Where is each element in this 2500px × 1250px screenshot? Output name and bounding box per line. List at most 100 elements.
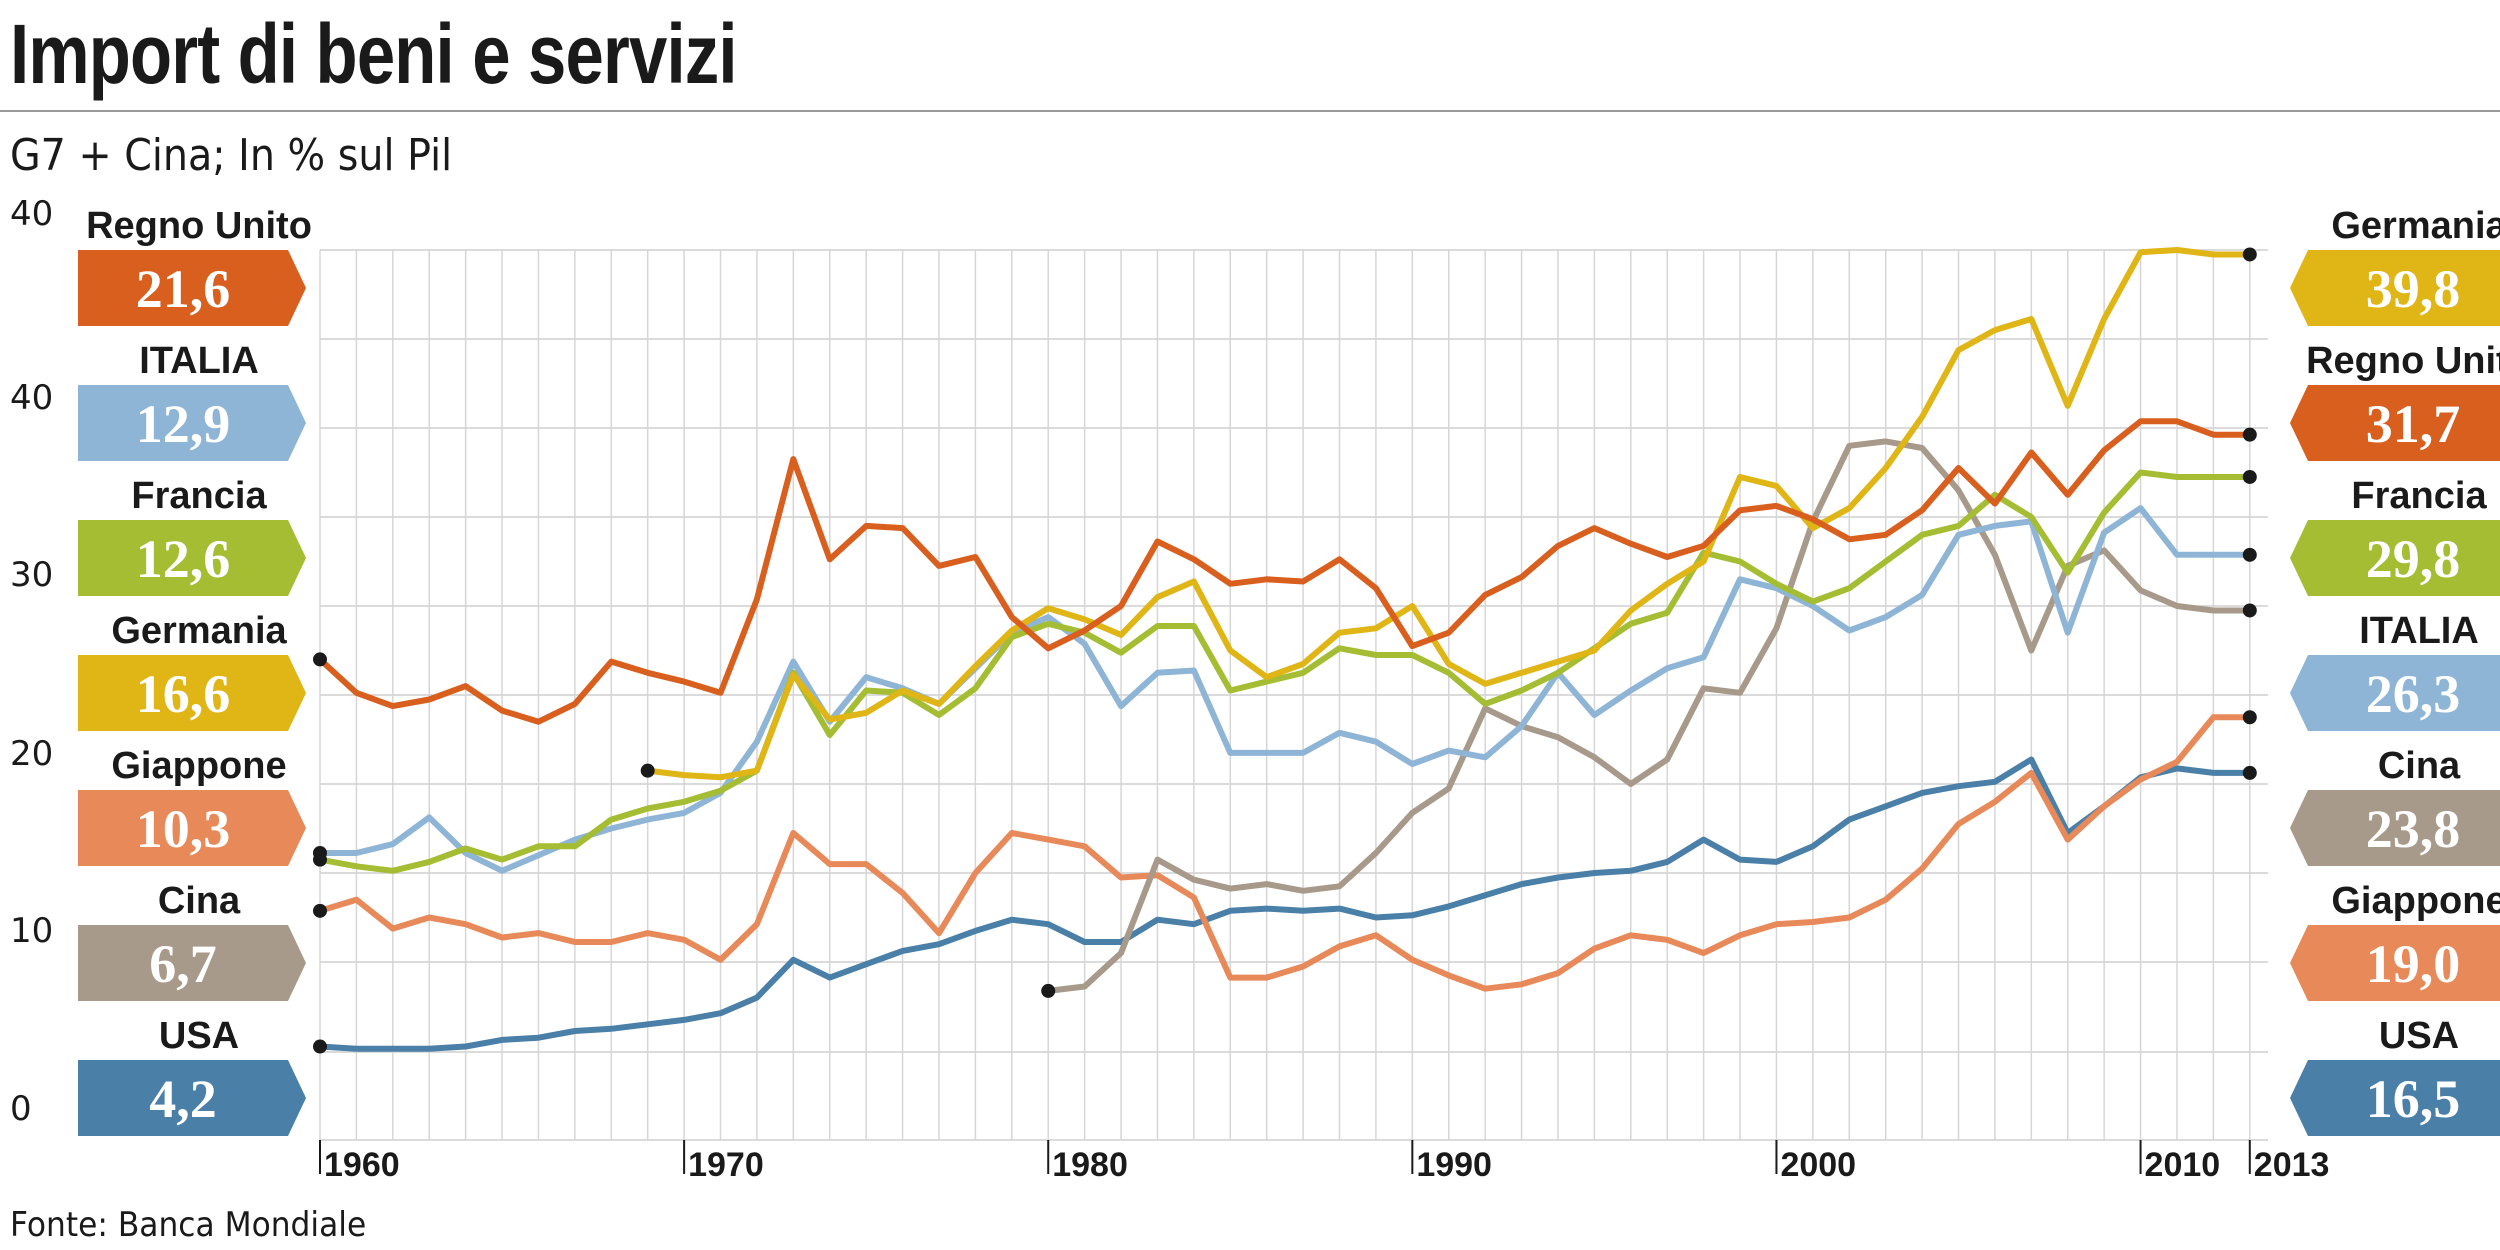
tag-series-name: Germania	[111, 610, 287, 652]
tag-series-name: Cina	[158, 880, 241, 922]
left-tag-regno-unito: Regno Unito 21,6	[78, 205, 312, 326]
tag-shape	[78, 655, 306, 731]
tag-shape	[2290, 655, 2500, 731]
series-line-regno-unito	[317, 418, 2253, 725]
left-tag-germania: Germania 16,6	[78, 610, 306, 731]
tag-shape	[78, 1060, 306, 1136]
tag-value: 12,6	[136, 529, 231, 589]
tag-series-name: USA	[159, 1015, 239, 1057]
page-title: Import di beni e servizi	[10, 7, 738, 101]
end-dot	[2242, 547, 2257, 562]
x-tick-label: 2000	[1780, 1146, 1856, 1184]
series-line-italia	[317, 505, 2253, 874]
end-dot	[2242, 710, 2257, 725]
tag-value: 39,8	[2366, 259, 2461, 319]
x-tick-label: 2010	[2145, 1146, 2221, 1184]
tag-value: 4,2	[149, 1069, 217, 1129]
right-tag-usa: USA 16,5	[2290, 1015, 2500, 1136]
left-tag-usa: USA 4,2	[78, 1015, 306, 1136]
tag-shape	[2290, 385, 2500, 461]
tag-shape	[2290, 1060, 2500, 1136]
end-dot	[2242, 247, 2257, 262]
tag-value: 6,7	[149, 934, 217, 994]
tag-shape	[2290, 790, 2500, 866]
start-dot	[313, 652, 327, 667]
tag-shape	[2290, 925, 2500, 1001]
x-tick-label: 2013	[2254, 1146, 2330, 1184]
series-line-giappone	[317, 714, 2253, 992]
tag-series-name: Francia	[131, 475, 267, 517]
right-tag-francia: Francia 29,8	[2290, 475, 2500, 596]
y-tick-label: 40	[10, 194, 53, 234]
tag-series-name: Regno Unito	[86, 205, 312, 247]
left-tag-italia: ITALIA 12,9	[78, 340, 306, 461]
tag-value: 29,8	[2366, 529, 2461, 589]
tag-series-name: Germania	[2331, 205, 2500, 247]
y-tick-label: 40	[10, 378, 53, 418]
tag-series-name: ITALIA	[139, 340, 259, 382]
tag-series-name: Francia	[2351, 475, 2487, 517]
start-dot	[640, 763, 655, 778]
tag-shape	[78, 925, 306, 1001]
y-tick-label: 0	[10, 1089, 32, 1129]
start-dot	[313, 903, 327, 918]
right-tag-cina: Cina 23,8	[2290, 745, 2500, 866]
left-tag-francia: Francia 12,6	[78, 475, 306, 596]
chart-grid	[319, 249, 2268, 1141]
x-tick-label: 1980	[1052, 1146, 1128, 1184]
y-tick-label: 30	[10, 555, 53, 595]
tag-value: 19,0	[2366, 934, 2461, 994]
tag-value: 16,5	[2366, 1069, 2461, 1129]
tag-series-name: Regno Unito	[2306, 340, 2500, 382]
tag-series-name: Giappone	[2331, 880, 2500, 922]
y-tick-label: 10	[10, 911, 53, 951]
source-note: Fonte: Banca Mondiale	[10, 1205, 367, 1245]
tag-shape	[78, 520, 306, 596]
tag-series-name: Cina	[2378, 745, 2461, 787]
right-tag-germania: Germania 39,8	[2290, 205, 2500, 326]
right-tag-italia: ITALIA 26,3	[2290, 610, 2500, 731]
right-value-tags: Germania 39,8 Regno Unito 31,7 Francia 29,8 IT…	[2290, 205, 2500, 1136]
left-value-tags: Regno Unito 21,6 ITALIA 12,9 Francia 12,6 Germ…	[78, 205, 312, 1136]
tag-value: 23,8	[2366, 799, 2461, 859]
title-divider	[0, 110, 2500, 112]
chart-axes: 0 10 20 30 40 40 1960 1970 1980 1990 2000 2010 2013	[10, 194, 2329, 1184]
tag-value: 26,3	[2366, 664, 2461, 724]
tag-value: 31,7	[2366, 394, 2461, 454]
tag-shape	[2290, 520, 2500, 596]
chart-series-lines	[317, 247, 2253, 1052]
left-tag-giappone: Giappone 10,3	[78, 745, 306, 866]
end-dot	[2242, 765, 2257, 780]
tag-value: 12,9	[136, 394, 231, 454]
right-tag-regno-unito: Regno Unito 31,7	[2290, 340, 2500, 461]
x-tick-label: 1990	[1416, 1146, 1492, 1184]
end-dot	[2242, 603, 2257, 618]
left-tag-cina: Cina 6,7	[78, 880, 306, 1001]
start-dot	[313, 1039, 327, 1054]
x-tick-label: 1970	[688, 1146, 764, 1184]
y-tick-label: 20	[10, 734, 53, 774]
tag-shape	[2290, 250, 2500, 326]
tag-series-name: USA	[2379, 1015, 2459, 1057]
start-dot	[313, 852, 327, 867]
tag-series-name: ITALIA	[2359, 610, 2479, 652]
x-tick-label: 1960	[324, 1146, 400, 1184]
start-dot	[1041, 983, 1056, 998]
page-subtitle: G7 + Cina; In % sul Pil	[10, 130, 453, 181]
series-line-usa	[317, 756, 2253, 1052]
tag-shape	[78, 250, 306, 326]
series-line-cina	[1045, 438, 2253, 994]
end-dot	[2242, 469, 2257, 484]
tag-value: 16,6	[136, 664, 231, 724]
tag-value: 10,3	[136, 799, 231, 859]
end-dot	[2242, 427, 2257, 442]
right-tag-giappone: Giappone 19,0	[2290, 880, 2500, 1001]
tag-shape	[78, 385, 306, 461]
tag-shape	[78, 790, 306, 866]
tag-value: 21,6	[136, 259, 231, 319]
series-line-francia	[317, 469, 2253, 874]
chart-endpoint-dots	[313, 247, 2257, 1054]
tag-series-name: Giappone	[111, 745, 286, 787]
series-line-germania	[644, 247, 2253, 781]
